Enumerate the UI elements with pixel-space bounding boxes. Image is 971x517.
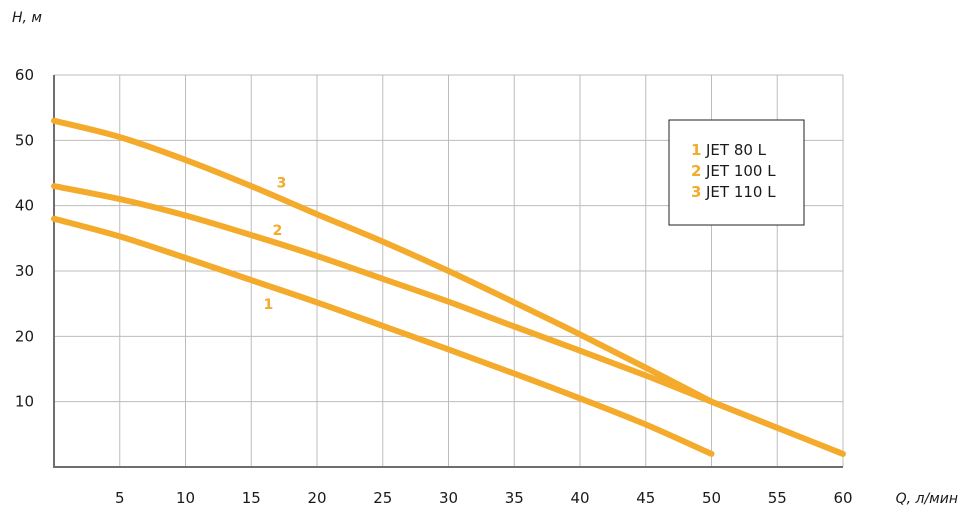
x-tick-label: 10 (176, 489, 195, 507)
legend: 1 JET 80 L2 JET 100 L3 JET 110 L (668, 119, 805, 226)
x-tick-label: 30 (439, 489, 458, 507)
axes (53, 75, 843, 468)
x-axis-title: Q, л/мин (896, 491, 958, 507)
y-tick-label: 40 (15, 197, 34, 215)
series-curves (51, 117, 846, 457)
y-tick-label: 10 (15, 393, 34, 411)
y-tick-labels: 10 20 30 40 50 60 (15, 66, 34, 411)
x-tick-label: 25 (373, 489, 392, 507)
legend-entry: JET 100 L (705, 162, 776, 180)
series-line-3 (51, 117, 715, 405)
x-tick-label: 15 (242, 489, 261, 507)
x-tick-label: 35 (505, 489, 524, 507)
y-tick-label: 30 (15, 262, 34, 280)
legend-number: 3 (691, 183, 701, 201)
y-tick-label: 20 (15, 327, 34, 345)
curve-label-1: 1 (263, 297, 273, 313)
x-tick-label: 20 (307, 489, 326, 507)
legend-entry: JET 110 L (705, 183, 776, 201)
x-tick-labels: 5 10 15 20 25 30 35 40 45 50 55 60 (115, 489, 853, 507)
x-tick-label: 40 (570, 489, 589, 507)
legend-entry: JET 80 L (705, 141, 767, 159)
x-tick-label: 5 (115, 489, 125, 507)
y-tick-label: 60 (15, 66, 34, 84)
x-tick-label: 60 (833, 489, 852, 507)
legend-box (668, 119, 805, 226)
y-tick-label: 50 (15, 131, 34, 149)
curve-label-2: 2 (273, 223, 283, 239)
x-tick-label: 50 (702, 489, 721, 507)
legend-number: 2 (691, 162, 701, 180)
x-tick-label: 45 (636, 489, 655, 507)
curve-labels: 1 2 3 (263, 175, 286, 313)
legend-number: 1 (691, 141, 701, 159)
series-line-1 (51, 215, 715, 457)
x-tick-label: 55 (768, 489, 787, 507)
curve-label-3: 3 (277, 175, 287, 191)
y-axis-title: H, м (12, 10, 42, 26)
